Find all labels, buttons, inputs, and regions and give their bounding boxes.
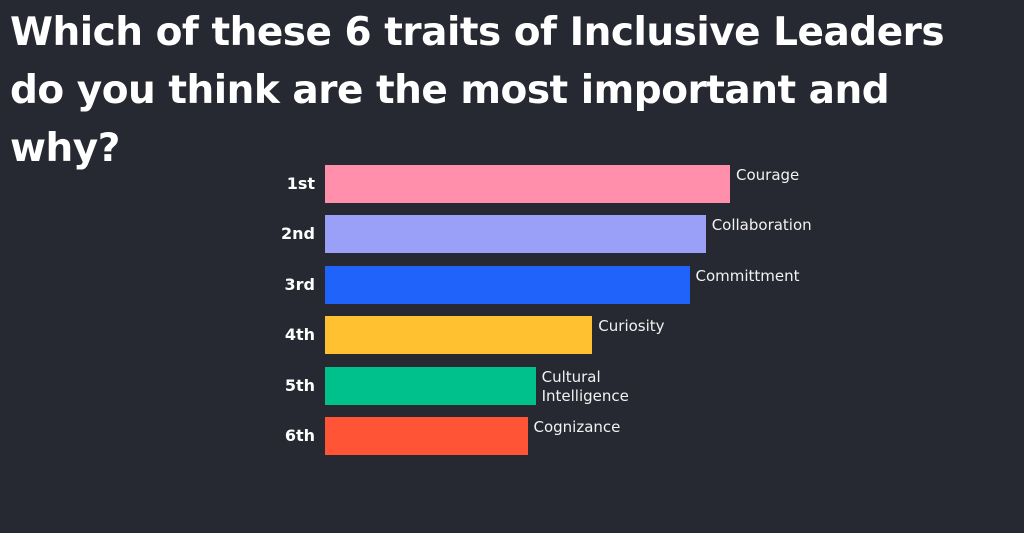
rank-label: 1st [286, 174, 315, 193]
rank-label: 3rd [284, 274, 315, 294]
bar [325, 316, 593, 355]
bar [325, 215, 706, 254]
rank-label: 5th [284, 375, 315, 395]
rank-label: 4th [284, 325, 315, 345]
item-label: Cultural Intelligence [541, 367, 629, 405]
rank-label: 2nd [281, 224, 315, 244]
item-label: Courage [736, 166, 800, 184]
item-label: Curiosity [598, 317, 665, 336]
item-label: Cognizance [533, 418, 621, 436]
item-label: Committment [695, 266, 800, 285]
bar [325, 417, 528, 455]
bar [325, 165, 730, 203]
rank-label: 6th [284, 426, 315, 445]
bar [325, 366, 536, 405]
bar [325, 265, 690, 304]
item-label: Collaboration [711, 216, 812, 235]
question-title: Which of these 6 traits of Inclusive Lea… [10, 10, 945, 171]
